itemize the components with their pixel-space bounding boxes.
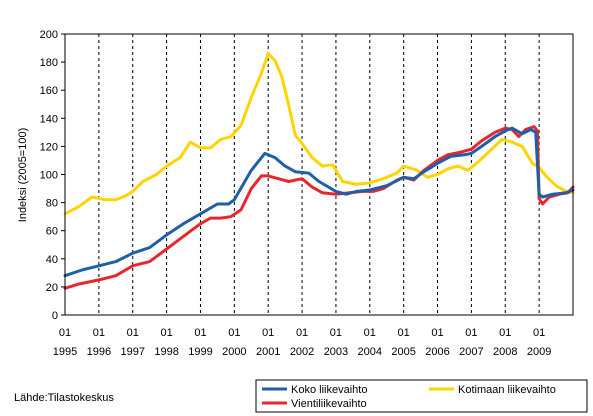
x-tick-year-1999: 1999 (188, 346, 212, 358)
x-axis-ticks: 01 1995 01 1996 01 1997 01 1998 01 1999 01 2000 01 20… (53, 327, 552, 358)
y-tick-label-80: 80 (46, 198, 58, 210)
legend-label-kotimaan: Kotimaan liikevaihto (458, 384, 556, 396)
y-tick-label-200: 200 (40, 29, 58, 41)
x-tick-year-1995: 1995 (53, 346, 77, 358)
y-tick-label-140: 140 (40, 113, 58, 125)
y-tick-label-0: 0 (52, 310, 58, 322)
x-tick-month-1998: 01 (160, 327, 172, 339)
legend-label-koko: Koko liikevaihto (291, 384, 367, 396)
legend-box (255, 379, 588, 413)
x-tick-year-2000: 2000 (222, 346, 246, 358)
y-tick-label-120: 120 (40, 141, 58, 153)
series-line-kotimaan (63, 52, 575, 216)
x-tick-month-2001: 01 (262, 327, 274, 339)
x-tick-month-2002: 01 (296, 327, 308, 339)
x-tick-month-2007: 01 (465, 327, 477, 339)
x-tick-year-2009: 2009 (527, 346, 551, 358)
y-tick-label-60: 60 (46, 226, 58, 238)
legend-label-vienti: Vientiliikevaihto (291, 398, 367, 410)
series-lines (63, 52, 575, 290)
x-tick-year-2008: 2008 (493, 346, 517, 358)
x-tick-month-1996: 01 (93, 327, 105, 339)
x-tick-year-2005: 2005 (391, 346, 415, 358)
y-tick-label-20: 20 (46, 282, 58, 294)
y-tick-label-100: 100 (40, 170, 58, 182)
x-tick-year-1998: 1998 (154, 346, 178, 358)
y-tick-label-40: 40 (46, 254, 58, 266)
series-line-koko (63, 126, 575, 278)
y-tick-label-160: 160 (40, 85, 58, 97)
x-tick-year-2002: 2002 (290, 346, 314, 358)
x-tick-month-2000: 01 (228, 327, 240, 339)
x-tick-year-2006: 2006 (425, 346, 449, 358)
x-tick-year-2003: 2003 (324, 346, 348, 358)
x-tick-year-1997: 1997 (120, 346, 144, 358)
x-tick-month-2004: 01 (364, 327, 376, 339)
source-note: Lähde:Tilastokeskus (14, 392, 114, 404)
x-tick-month-2006: 01 (431, 327, 443, 339)
y-axis-ticks: 0 20 40 60 80 100 120 140 160 180 200 (40, 29, 65, 322)
x-tick-month-2003: 01 (330, 327, 342, 339)
x-tick-month-2009: 01 (533, 327, 545, 339)
y-tick-label-180: 180 (40, 57, 58, 69)
x-tick-month-1995: 01 (59, 327, 71, 339)
x-tick-month-1997: 01 (127, 327, 139, 339)
x-tick-year-2007: 2007 (459, 346, 483, 358)
x-tick-year-2004: 2004 (358, 346, 382, 358)
x-tick-month-1999: 01 (194, 327, 206, 339)
y-axis-title: Indeksi (2005=100) (17, 128, 29, 222)
x-tick-month-2008: 01 (499, 327, 511, 339)
x-tick-year-1996: 1996 (87, 346, 111, 358)
x-tick-month-2005: 01 (398, 327, 410, 339)
x-tick-year-2001: 2001 (256, 346, 280, 358)
